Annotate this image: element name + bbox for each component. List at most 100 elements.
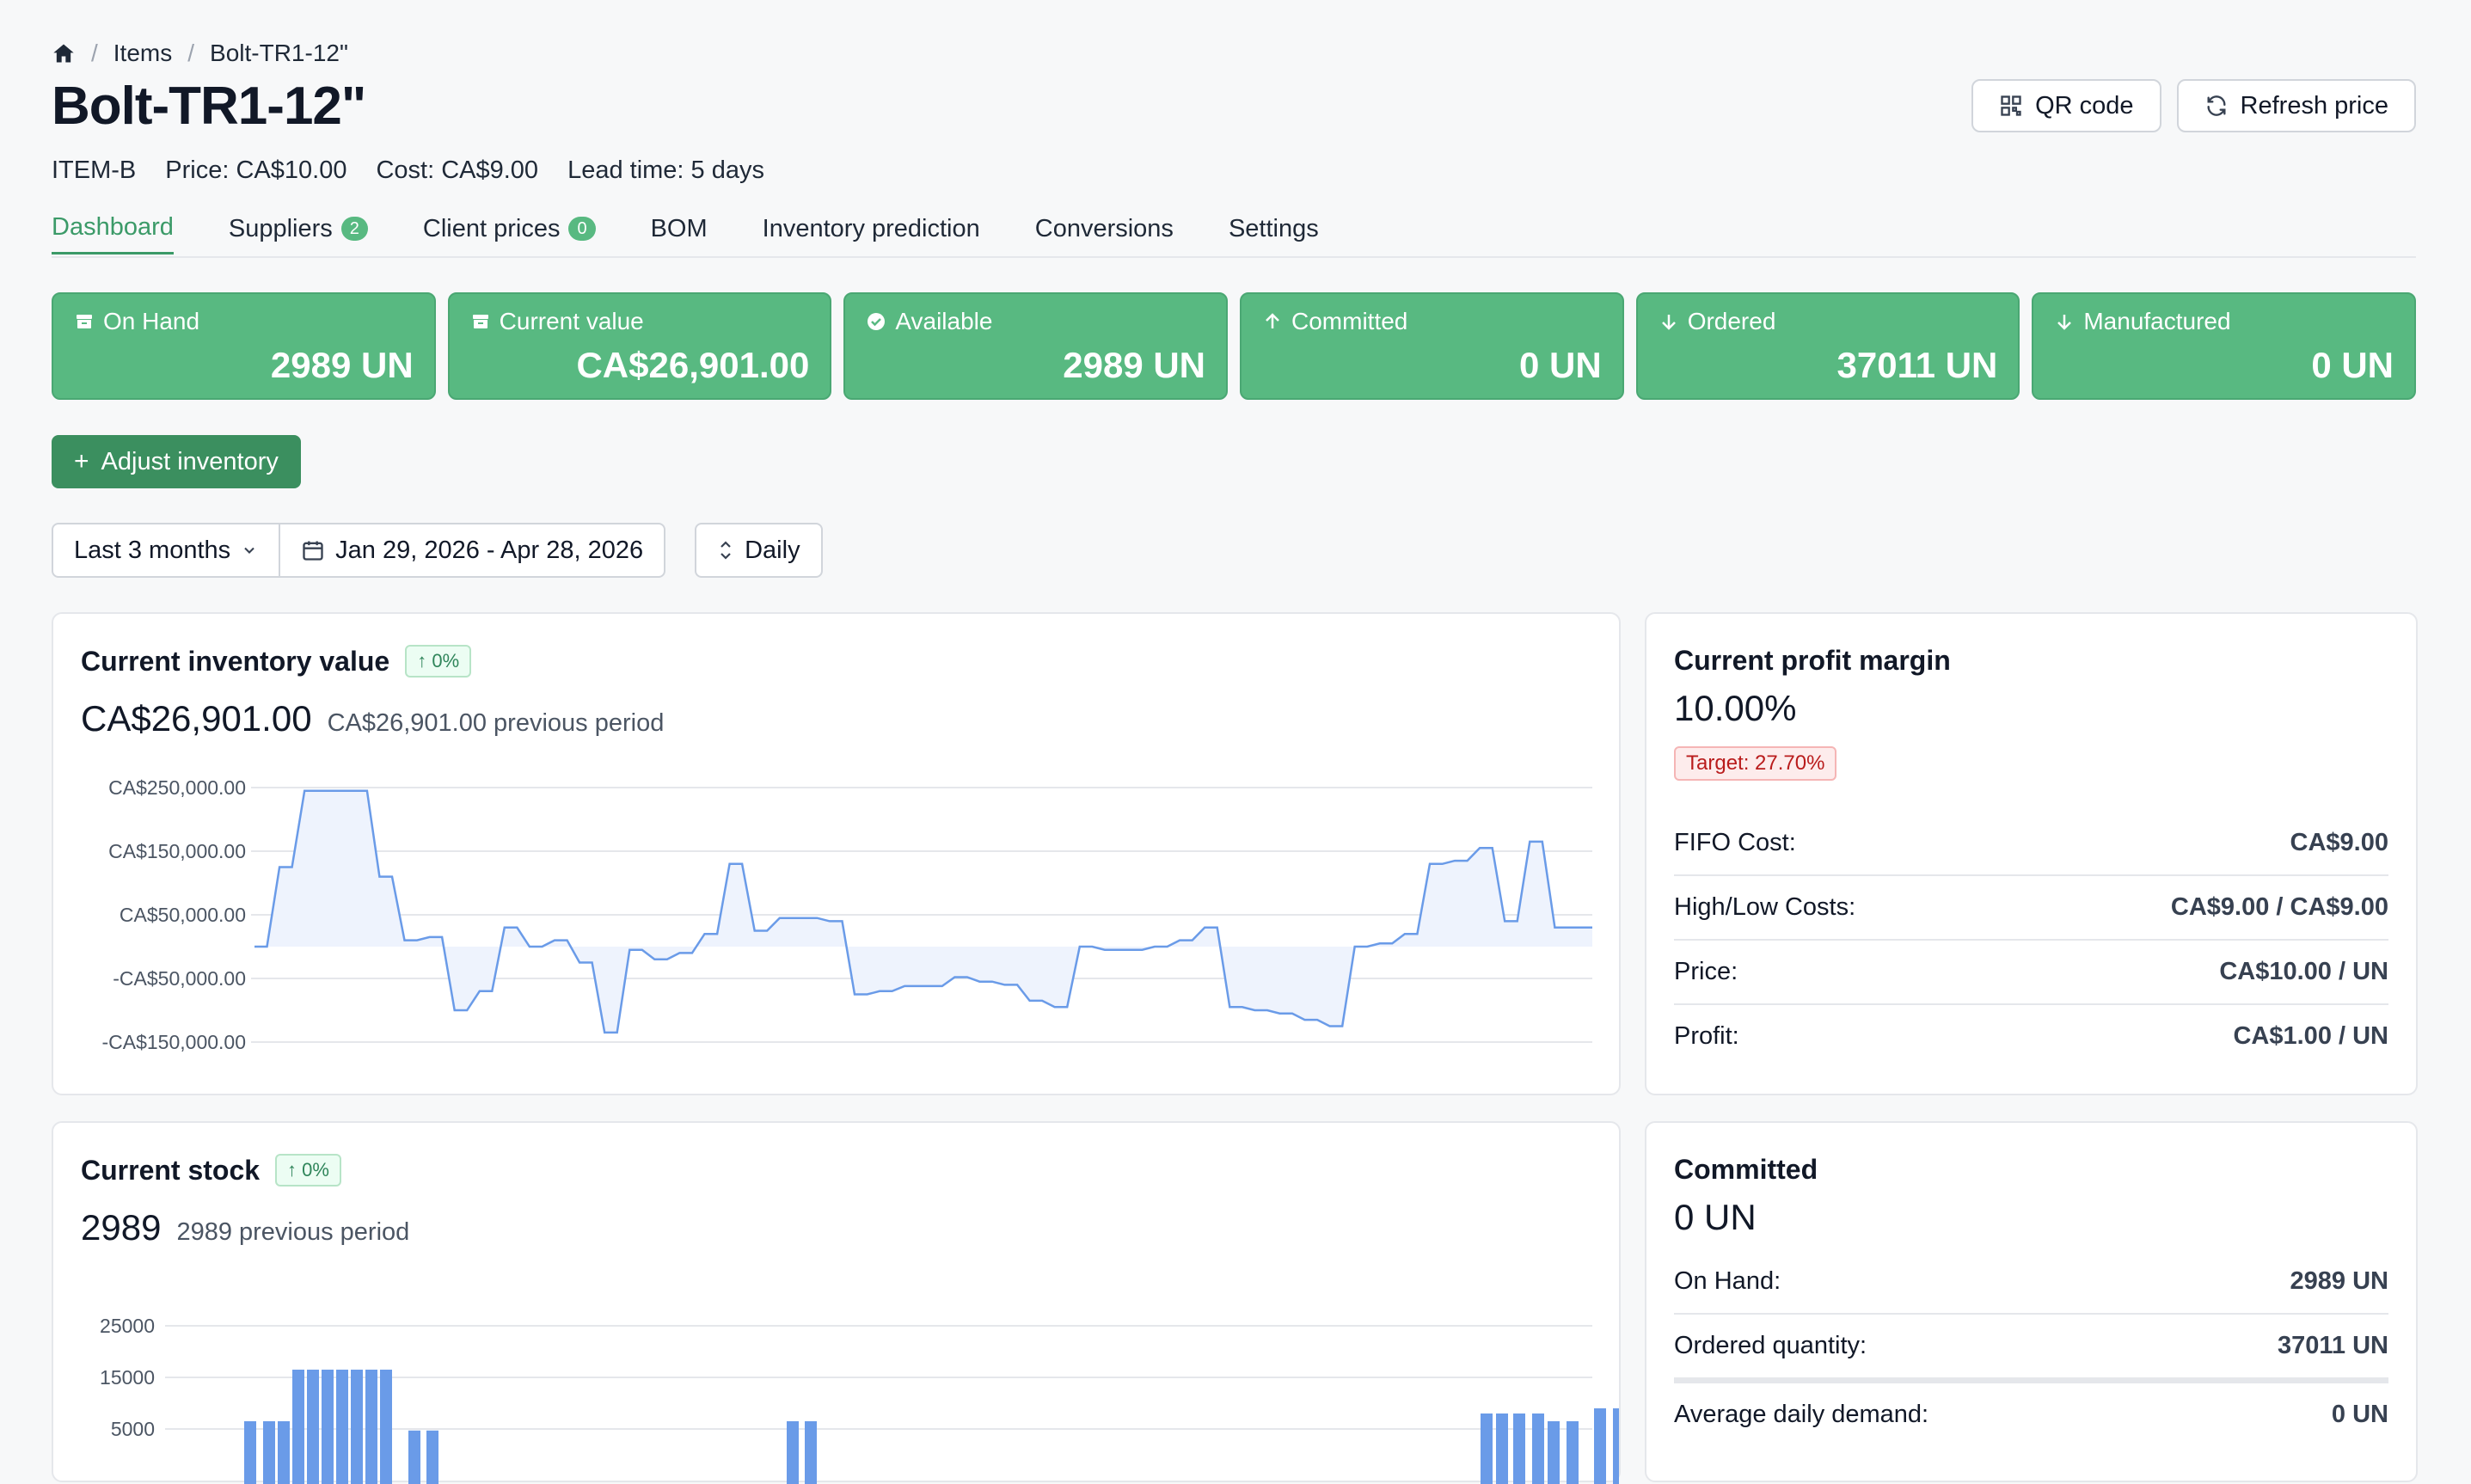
stock-bar	[1496, 1413, 1508, 1484]
refresh-price-label: Refresh price	[2240, 91, 2388, 120]
change-value: 0%	[432, 650, 460, 671]
date-range-picker: Last 3 months Jan 29, 2026 - Apr 28, 202…	[52, 523, 666, 578]
home-icon[interactable]	[52, 41, 76, 65]
breadcrumb-current-item: Bolt-TR1-12"	[210, 40, 348, 66]
breadcrumb-items[interactable]: Items	[113, 40, 173, 66]
tab-label: Dashboard	[52, 213, 174, 241]
tab-label: Suppliers	[228, 214, 333, 242]
stock-bar	[336, 1370, 348, 1484]
interval-select[interactable]: Daily	[695, 523, 823, 578]
header-actions: QR code Refresh price	[1971, 79, 2416, 132]
row-label: FIFO Cost:	[1674, 829, 1796, 856]
breadcrumb-separator: /	[91, 40, 98, 66]
stat-value: 0 UN	[2311, 345, 2394, 385]
row-label: Profit:	[1674, 1022, 1739, 1050]
stock-bar	[322, 1370, 334, 1484]
stock-bar	[1567, 1421, 1579, 1484]
change-badge: ↑ 0%	[275, 1154, 341, 1187]
stock-bar	[1532, 1413, 1544, 1484]
tab-inventory-prediction[interactable]: Inventory prediction	[763, 203, 980, 254]
stock-bar	[408, 1430, 420, 1484]
profit-margin-card: Current profit margin 10.00% Target: 27.…	[1645, 612, 2418, 1095]
row-value: CA$9.00	[2290, 829, 2388, 856]
stat-value: 0 UN	[1518, 345, 1602, 385]
y-tick-label: CA$150,000.00	[108, 840, 246, 862]
stock-bar	[787, 1421, 799, 1484]
stock-bar	[1481, 1413, 1493, 1484]
date-range-button[interactable]: Jan 29, 2026 - Apr 28, 2026	[279, 524, 664, 576]
profit-margin-value: 10.00%	[1674, 688, 1797, 728]
inventory-value: CA$26,901.00	[81, 698, 312, 739]
tab-label: BOM	[650, 214, 708, 242]
row-value: 0 UN	[2331, 1401, 2388, 1428]
tab-bar: Dashboard Suppliers 2 Client prices 0 BOM …	[52, 203, 2416, 258]
row-label: On Hand:	[1674, 1267, 1781, 1295]
item-lead-time: Lead time: 5 days	[567, 156, 764, 184]
stock-bar	[426, 1430, 438, 1484]
change-value: 0%	[302, 1159, 329, 1180]
stock-bar	[1613, 1408, 1619, 1484]
box-icon	[74, 311, 95, 332]
qr-code-button[interactable]: QR code	[1971, 79, 2161, 132]
stat-committed: Committed 0 UN	[1240, 292, 1624, 400]
stock-bar	[1548, 1421, 1560, 1484]
refresh-price-button[interactable]: Refresh price	[2176, 79, 2416, 132]
range-select[interactable]: Last 3 months	[53, 524, 279, 576]
tab-settings[interactable]: Settings	[1229, 203, 1319, 254]
interval-button[interactable]: Daily	[696, 524, 820, 576]
stock-previous-period: 2989 previous period	[176, 1218, 410, 1246]
tab-dashboard[interactable]: Dashboard	[52, 203, 174, 254]
y-tick-label: 5000	[111, 1418, 155, 1440]
stock-bar	[1594, 1408, 1606, 1484]
current-stock-card: Current stock ↑ 0% 2989 2989 previous per…	[52, 1121, 1621, 1484]
stat-on-hand: On Hand 2989 UN	[52, 292, 436, 400]
item-code: ITEM-B	[52, 156, 137, 184]
stat-cards: On Hand 2989 UN Current value CA$26,901.…	[52, 292, 2417, 400]
page-title: Bolt-TR1-12"	[52, 77, 366, 136]
tab-label: Client prices	[422, 214, 561, 242]
profit-details: FIFO Cost: CA$9.00 High/Low Costs: CA$9.00…	[1674, 812, 2388, 1068]
tab-label: Conversions	[1034, 214, 1174, 242]
stat-value: CA$26,901.00	[576, 345, 810, 385]
committed-card: Committed 0 UN On Hand: 2989 UN Ordered q…	[1645, 1121, 2418, 1482]
chevron-up-down-icon	[717, 539, 734, 561]
inventory-previous-period: CA$26,901.00 previous period	[327, 709, 665, 737]
series-line	[254, 789, 1592, 1034]
row-label: Price:	[1674, 958, 1738, 985]
qr-code-label: QR code	[2035, 91, 2134, 120]
stock-bar	[805, 1421, 817, 1484]
row-value: 37011 UN	[2278, 1332, 2388, 1359]
profit-row-profit: Profit: CA$1.00 / UN	[1674, 1005, 2388, 1068]
stat-available: Available 2989 UN	[843, 292, 1229, 400]
row-label: High/Low Costs:	[1674, 893, 1856, 921]
item-cost: Cost: CA$9.00	[376, 156, 539, 184]
tab-bom[interactable]: BOM	[651, 203, 708, 254]
y-tick-label: CA$50,000.00	[120, 904, 246, 926]
stock-bar	[351, 1370, 363, 1484]
item-meta: ITEM-B Price: CA$10.00 Cost: CA$9.00 Lea…	[52, 156, 764, 185]
tab-suppliers[interactable]: Suppliers 2	[229, 203, 368, 254]
stock-bar	[1513, 1413, 1525, 1484]
chevron-down-icon	[241, 542, 258, 559]
stat-value: 2989 UN	[1063, 345, 1206, 385]
row-label: Average daily demand:	[1674, 1401, 1929, 1428]
stat-manufactured: Manufactured 0 UN	[2032, 292, 2417, 400]
suppliers-count-badge: 2	[340, 217, 368, 241]
profit-row-fifo-cost: FIFO Cost: CA$9.00	[1674, 812, 2388, 876]
adjust-inventory-button[interactable]: + Adjust inventory	[52, 435, 301, 488]
arrow-up-icon	[1262, 311, 1283, 332]
row-value: CA$10.00 / UN	[2219, 958, 2388, 985]
stock-bar	[365, 1370, 377, 1484]
stat-label: Available	[895, 308, 993, 334]
range-label: Last 3 months	[74, 536, 231, 564]
tab-conversions[interactable]: Conversions	[1035, 203, 1174, 254]
tab-client-prices[interactable]: Client prices 0	[423, 203, 596, 254]
stat-label: Ordered	[1687, 308, 1776, 334]
stock-bar	[292, 1370, 304, 1484]
profit-row-high-low-costs: High/Low Costs: CA$9.00 / CA$9.00	[1674, 876, 2388, 941]
row-value: 2989 UN	[2290, 1267, 2388, 1295]
arrow-up-icon: ↑	[287, 1159, 297, 1180]
card-title: Current inventory value ↑ 0%	[81, 645, 472, 678]
arrow-up-icon: ↑	[417, 650, 427, 671]
refresh-icon	[2204, 94, 2229, 118]
